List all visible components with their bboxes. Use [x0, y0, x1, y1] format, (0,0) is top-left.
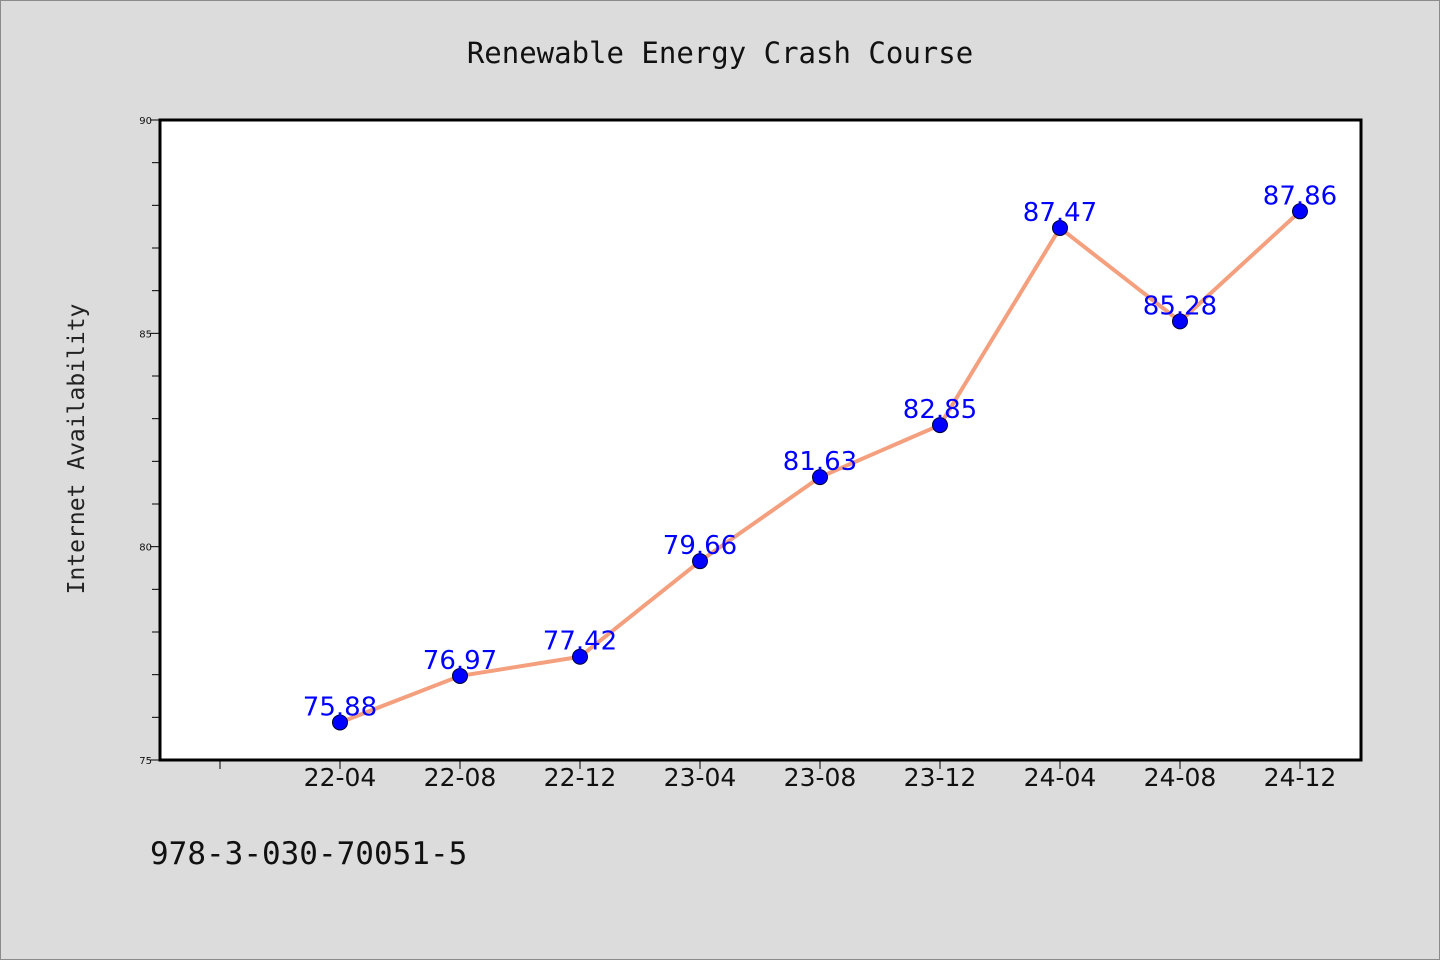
x-tick-label: 22-04 — [304, 763, 377, 792]
x-tick-label: 23-04 — [664, 763, 737, 792]
y-tick-label: 90 — [139, 116, 152, 127]
plot-area — [158, 118, 1363, 762]
data-point — [332, 714, 348, 731]
data-point — [1292, 203, 1308, 220]
x-tick-label: 23-12 — [904, 763, 977, 792]
data-label: 81.63 — [783, 447, 857, 477]
y-axis-label: Internet Availability — [64, 304, 90, 595]
series-group: 75.88 76.97 77.42 79.66 81.63 82.85 87.47 85.28… — [303, 181, 1337, 731]
data-label: 75.88 — [303, 692, 377, 722]
data-label: 82.85 — [903, 395, 977, 425]
x-tick-label: 23-08 — [784, 763, 857, 792]
chart-title: Renewable Energy Crash Course — [467, 36, 973, 70]
data-point — [452, 667, 468, 684]
isbn-footer: 978-3-030-70051-5 — [150, 836, 467, 872]
x-tick-label: 22-12 — [544, 763, 617, 792]
data-point — [572, 648, 588, 665]
data-point — [812, 469, 828, 486]
x-tick-label: 22-08 — [424, 763, 497, 792]
data-label: 87.86 — [1263, 181, 1337, 211]
data-label: 79.66 — [663, 531, 737, 561]
data-point — [932, 417, 948, 434]
data-label: 77.42 — [543, 627, 617, 657]
y-tick-label: 80 — [139, 543, 152, 554]
data-point — [692, 553, 708, 570]
data-label: 85.28 — [1143, 291, 1217, 321]
y-tick-label: 75 — [139, 756, 152, 767]
x-tick-label: 24-12 — [1264, 763, 1337, 792]
data-label: 87.47 — [1023, 198, 1097, 228]
x-tick-label: 24-08 — [1144, 763, 1217, 792]
data-point — [1172, 313, 1188, 330]
y-tick-label: 85 — [139, 329, 152, 340]
y-axis-ticks: 75 80 85 90 — [139, 116, 160, 767]
x-tick-label: 24-04 — [1024, 763, 1097, 792]
data-label: 76.97 — [423, 646, 497, 676]
x-axis-ticks: 22-04 22-08 22-12 23-04 23-08 23-12 24-04 24-08… — [219, 760, 1337, 792]
data-point — [1052, 219, 1068, 236]
